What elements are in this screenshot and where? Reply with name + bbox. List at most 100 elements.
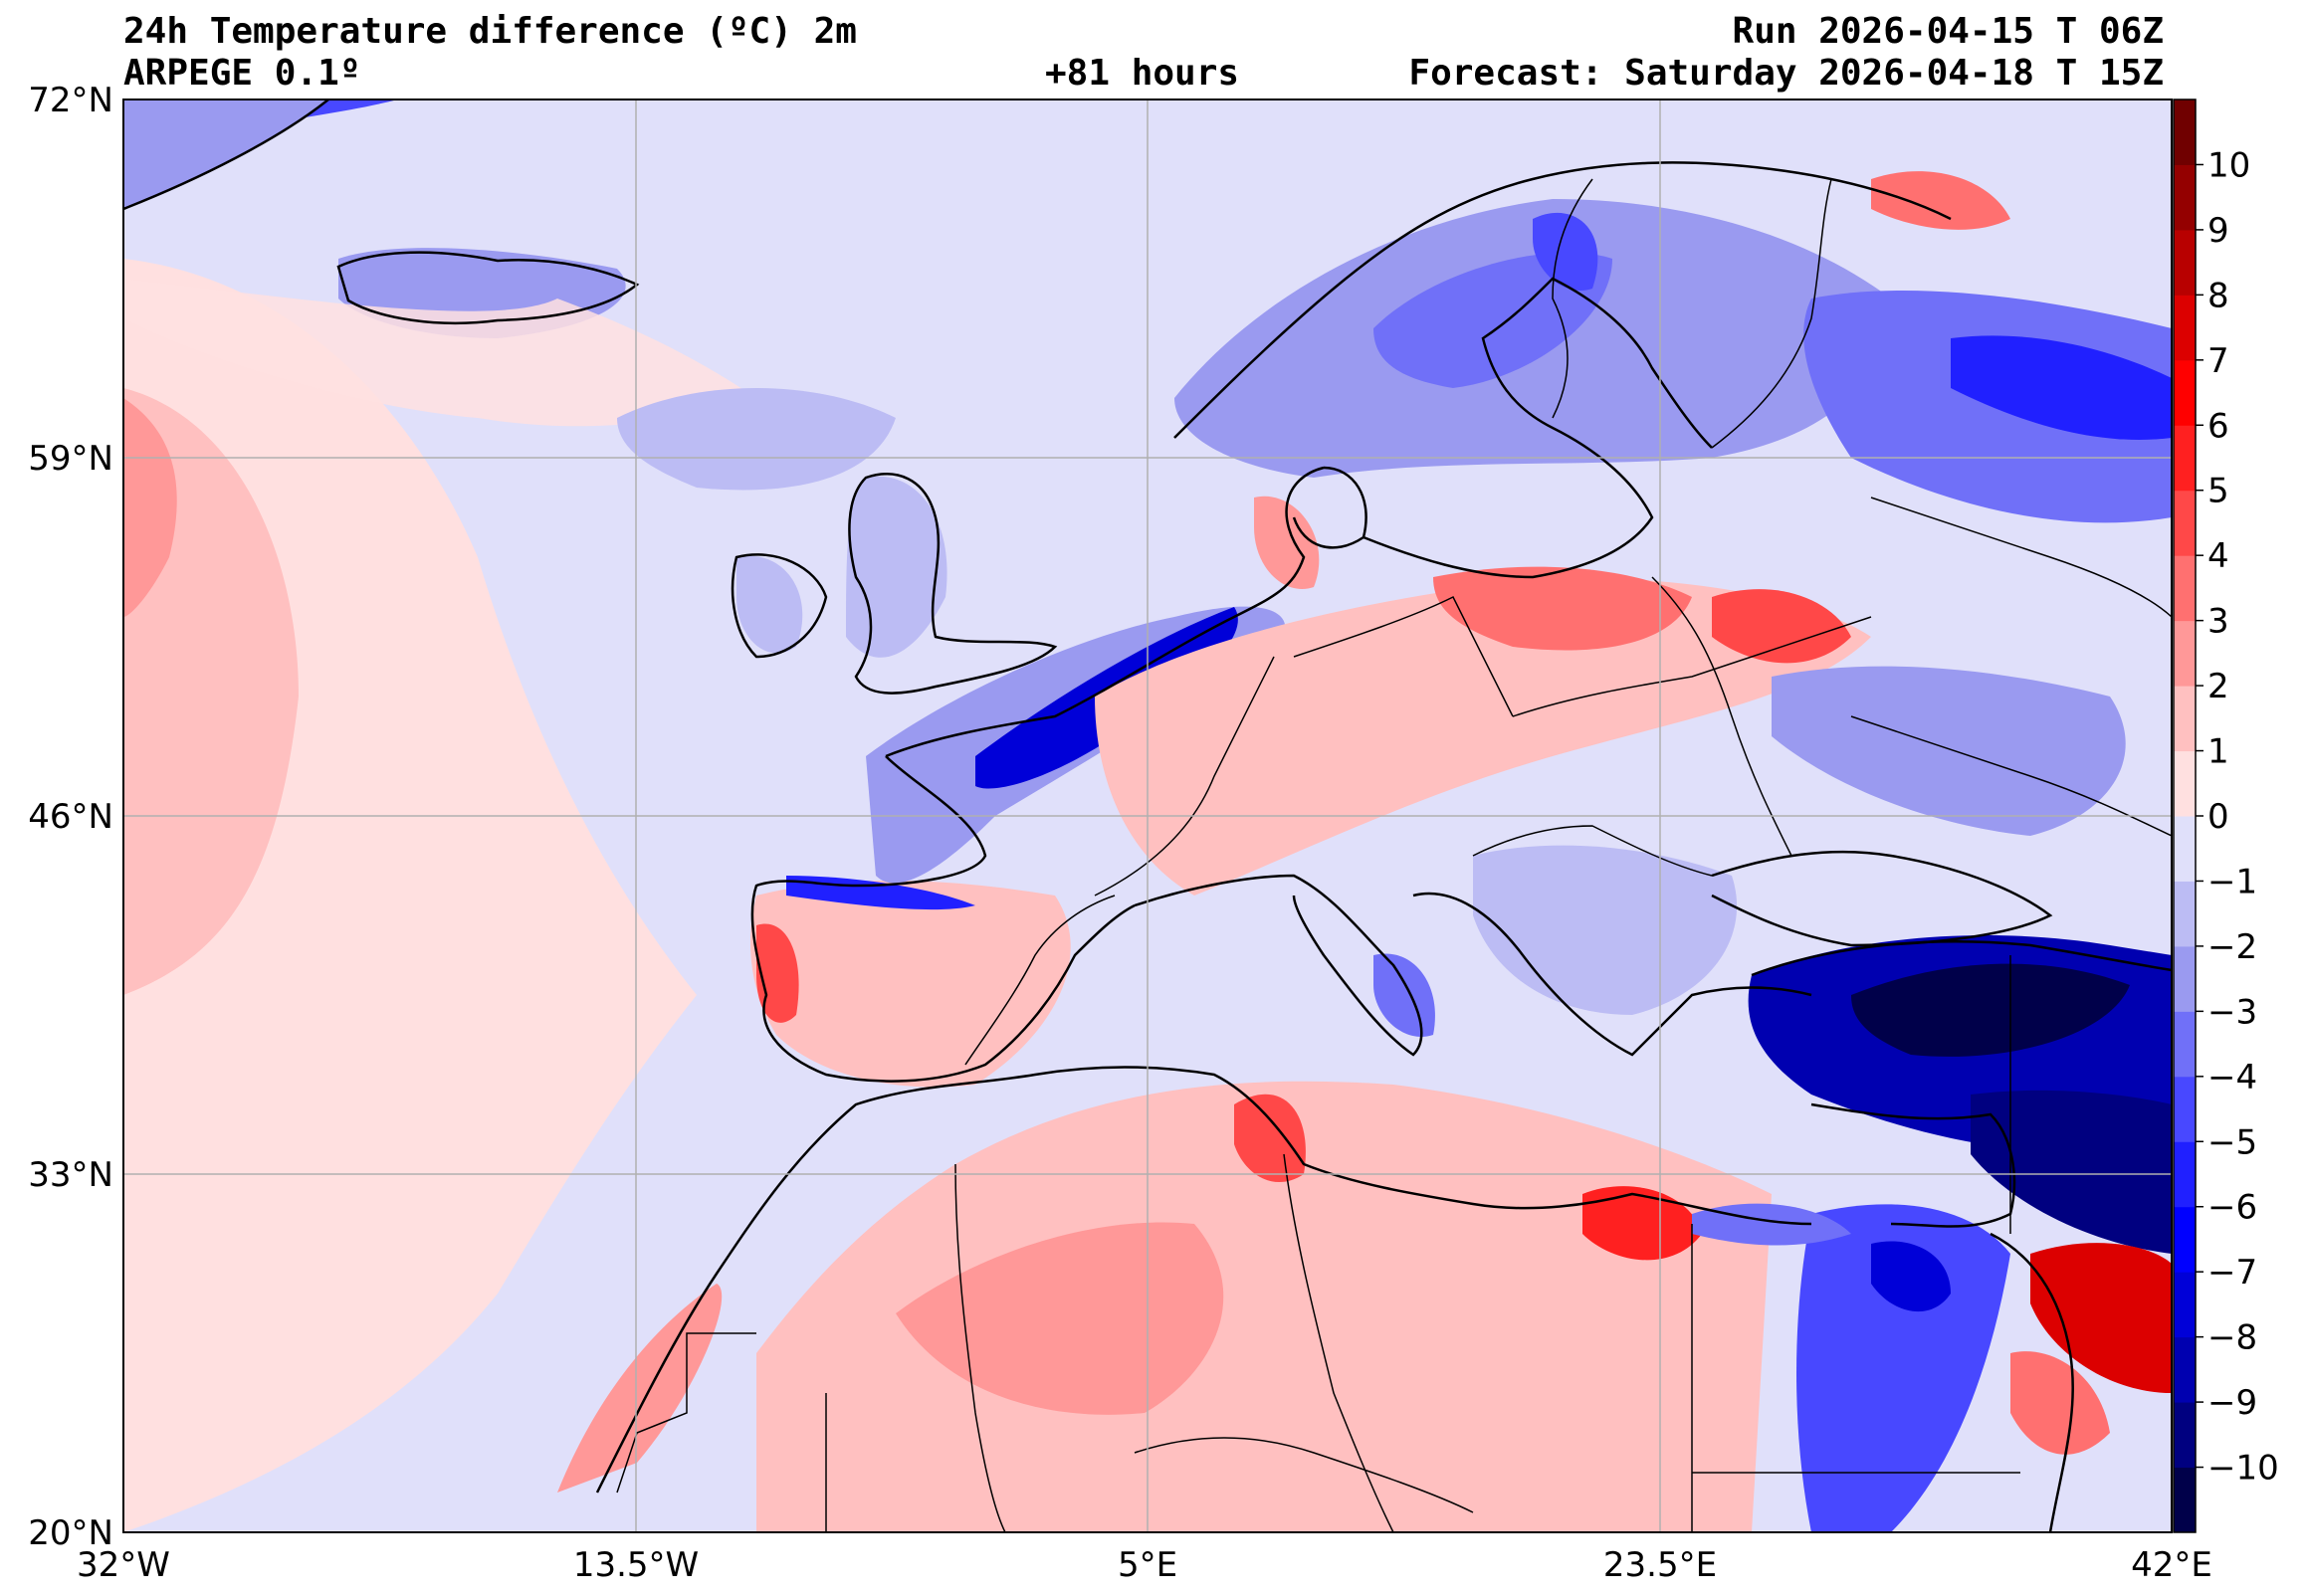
colorbar-tick-label: −3 — [2207, 992, 2257, 1032]
lon-label-32w: 32°W — [77, 1545, 170, 1585]
algeria-morocco-border — [954, 1163, 1006, 1532]
colorbar-segment — [2174, 750, 2196, 817]
france-east-border — [1094, 656, 1275, 897]
anatolia-cold-core — [1851, 963, 2130, 1057]
colorbar-tick-label: −10 — [2207, 1449, 2279, 1489]
colorbar-segment — [2174, 1402, 2196, 1469]
colorbar-tick-label: 5 — [2207, 472, 2229, 511]
colorbar-segment — [2174, 1076, 2196, 1142]
north-atlantic-warm-band — [123, 279, 756, 427]
lon-label-42e: 42°E — [2131, 1545, 2212, 1585]
colorbar-segment — [2174, 1011, 2196, 1078]
ireland-cool — [736, 555, 803, 654]
red-sea-coast — [1990, 1232, 2074, 1532]
levant-coast — [1810, 1102, 2016, 1228]
lat-label-46n: 46°N — [28, 797, 113, 837]
colorbar-tick-label: −1 — [2207, 862, 2257, 901]
greenland-coast — [123, 100, 329, 211]
colorbar-segment — [2174, 686, 2196, 752]
colorbar-segment — [2174, 164, 2196, 231]
colorbar-segment — [2174, 1272, 2196, 1338]
lon-label-13-5w: 13.5°W — [573, 1545, 699, 1585]
colorbar-segment — [2174, 229, 2196, 296]
egypt-cold — [1796, 1204, 2010, 1532]
colorbar-tick-label: −9 — [2207, 1383, 2257, 1423]
map-area — [123, 100, 2172, 1532]
colorbar-tick-label: −7 — [2207, 1253, 2257, 1293]
greenland-cool — [123, 100, 328, 209]
map-gridlines — [123, 100, 2172, 1532]
western-sahara-border — [616, 1332, 756, 1494]
balkans-border — [1472, 825, 1713, 877]
chart-title: 24h Temperature difference (ºC) 2m — [123, 11, 857, 52]
colorbar-tick-label: 7 — [2207, 341, 2229, 381]
lat-label-33n: 33°N — [28, 1155, 113, 1195]
colorbar-segment — [2174, 100, 2196, 165]
colorbar-segment — [2174, 490, 2196, 556]
colorbar-tick-label: −4 — [2207, 1058, 2257, 1097]
lat-label-59n: 59°N — [28, 439, 113, 479]
colorbar-segment — [2174, 945, 2196, 1012]
poland-east-border — [1651, 576, 1792, 857]
coastlines — [123, 100, 2172, 1532]
norwegian-sea-cool — [617, 388, 896, 491]
britain-coast — [848, 473, 1058, 695]
algeria-libya-border — [1283, 1153, 1394, 1532]
tunisia-warm — [1234, 1094, 1306, 1183]
belarus-warm — [1712, 589, 1851, 664]
colorbar-tick-label: −2 — [2207, 927, 2257, 967]
ukraine-cool — [1772, 666, 2126, 836]
black-sea-south-coast — [1751, 940, 2172, 977]
colorbar-segment — [2174, 1206, 2196, 1273]
colorbar-tick-label: 8 — [2207, 276, 2229, 315]
map-frame — [122, 99, 2173, 1533]
levant-cold — [1971, 1090, 2172, 1254]
portugal-warm — [756, 923, 799, 1023]
france-belgium-coast — [885, 466, 1325, 758]
algeria-warm-core — [896, 1222, 1224, 1415]
country-borders — [616, 178, 2172, 1532]
denmark-coast — [1292, 466, 1367, 549]
colorbar-tick-label: −8 — [2207, 1318, 2257, 1358]
germany-border — [1293, 595, 1514, 717]
lon-label-5e: 5°E — [1118, 1545, 1177, 1585]
libya-hot-spot — [1582, 1186, 1702, 1261]
denmark-warm — [1254, 496, 1320, 589]
russia-cold-core — [1951, 335, 2172, 440]
colorbar-tick-label: −5 — [2207, 1122, 2257, 1162]
ukraine-russia-border — [1850, 715, 2172, 837]
latitude-labels: 72°N 59°N 46°N 33°N 20°N — [28, 81, 113, 1553]
north-africa-coast — [595, 1066, 1812, 1494]
balkans-coast — [1412, 892, 1812, 1057]
colorbar-segment — [2174, 359, 2196, 426]
run-label: Run 2026-04-15 T 06Z — [1732, 11, 2164, 52]
ireland-coast — [731, 553, 828, 659]
iberia-warm — [750, 881, 1071, 1088]
colorbar-segment — [2174, 425, 2196, 492]
atlantic-warm-spot — [123, 398, 177, 617]
colorbar-segment — [2174, 620, 2196, 687]
norway-coast — [1173, 161, 1952, 439]
sweden-finland-border — [1552, 178, 1593, 419]
colorbar-tick-label: 4 — [2207, 536, 2229, 576]
colorbar-segment — [2174, 1336, 2196, 1403]
kola-warm — [1871, 171, 2010, 230]
model-label: ARPEGE 0.1º — [123, 53, 361, 94]
colorbar-segment — [2174, 881, 2196, 947]
baltic-coast — [1363, 277, 1713, 579]
morocco-coast-warm — [557, 1284, 723, 1493]
niger-border — [1134, 1437, 1474, 1513]
colorbar-tick-label: 1 — [2207, 732, 2229, 772]
russia-belarus-border — [1870, 497, 2172, 618]
colorbar-segment — [2174, 816, 2196, 882]
colorbar-tick-label: 6 — [2207, 406, 2229, 446]
colorbar-segment — [2174, 295, 2196, 361]
lead-time-label: +81 hours — [1045, 53, 1240, 94]
italy-coast — [1134, 874, 1423, 1057]
longitude-labels: 32°W 13.5°W 5°E 23.5°E 42°E — [77, 1545, 2212, 1585]
colorbar-tick-label: −6 — [2207, 1188, 2257, 1228]
colorbar-segment — [2174, 555, 2196, 622]
lapland-cold — [1533, 212, 1598, 291]
